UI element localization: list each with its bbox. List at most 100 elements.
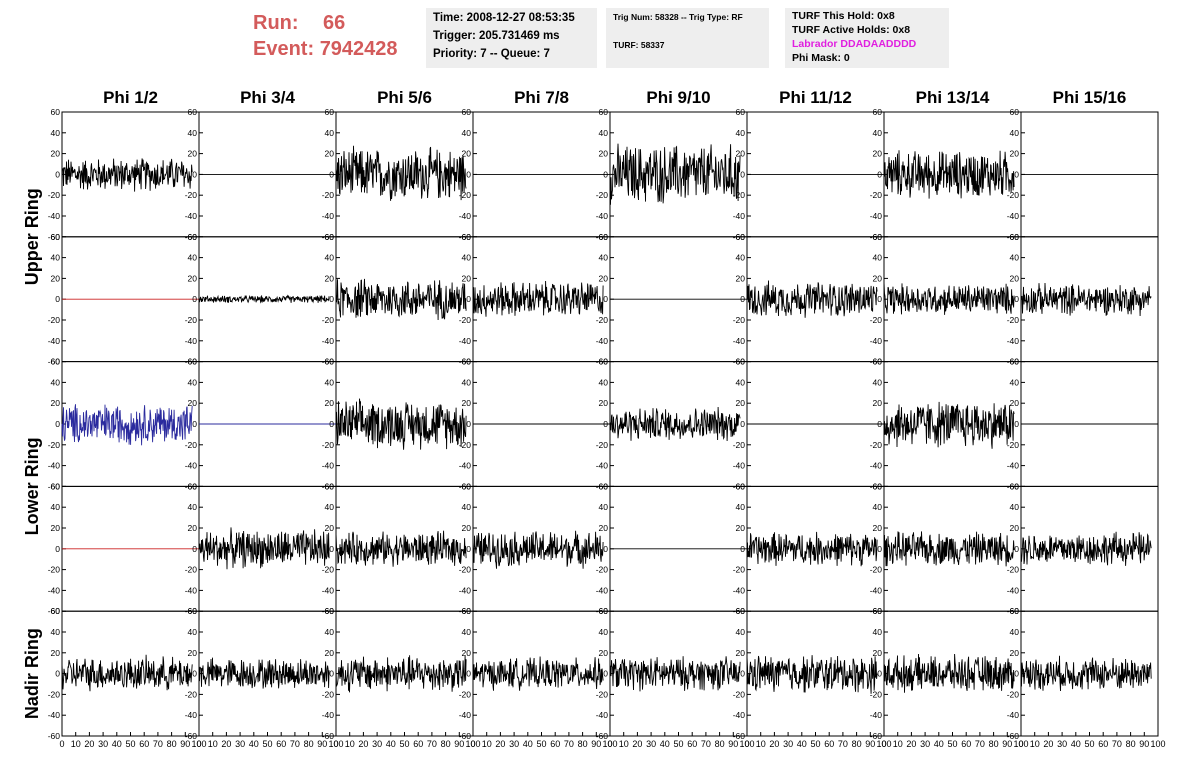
x-tick-label: 100 <box>739 739 754 749</box>
y-tick-label: 60 <box>325 357 335 367</box>
y-tick-label: -20 <box>733 190 746 200</box>
y-tick-label: -20 <box>459 689 472 699</box>
y-tick-label: -20 <box>185 190 198 200</box>
y-tick-label: 60 <box>188 107 198 117</box>
y-tick-label: 40 <box>51 128 61 138</box>
y-tick-label: -40 <box>48 710 61 720</box>
y-tick-label: 20 <box>599 648 609 658</box>
x-tick-label: 100 <box>1013 739 1028 749</box>
x-tick-label: 30 <box>98 739 108 749</box>
y-tick-label: -20 <box>322 190 335 200</box>
y-tick-label: -20 <box>870 440 883 450</box>
y-tick-label: 60 <box>325 232 335 242</box>
y-tick-label: -20 <box>322 315 335 325</box>
y-tick-label: 0 <box>877 544 882 554</box>
y-tick-label: -40 <box>733 336 746 346</box>
column-title: Phi 9/10 <box>646 88 710 107</box>
y-tick-label: -40 <box>48 585 61 595</box>
waveform-trace <box>61 654 193 692</box>
x-tick-label: 50 <box>947 739 957 749</box>
y-tick-label: 0 <box>877 294 882 304</box>
event-number: 7942428 <box>319 38 398 60</box>
y-tick-label: 20 <box>188 648 198 658</box>
x-tick-label: 50 <box>673 739 683 749</box>
y-tick-label: -20 <box>596 689 609 699</box>
y-tick-label: -60 <box>1007 731 1020 741</box>
waveform-trace <box>335 655 467 693</box>
y-tick-label: 60 <box>873 357 883 367</box>
y-tick-label: 0 <box>329 419 334 429</box>
y-tick-label: -20 <box>733 565 746 575</box>
y-tick-label: 40 <box>325 253 335 263</box>
waveform-trace <box>1020 655 1152 692</box>
x-tick-label: 80 <box>1126 739 1136 749</box>
x-tick-label: 100 <box>191 739 206 749</box>
x-tick-label: 50 <box>399 739 409 749</box>
x-tick-label: 20 <box>221 739 231 749</box>
x-tick-label: 10 <box>1030 739 1040 749</box>
y-tick-label: 60 <box>325 107 335 117</box>
y-tick-label: 0 <box>740 169 745 179</box>
y-tick-label: -40 <box>1007 461 1020 471</box>
y-tick-label: -40 <box>459 710 472 720</box>
y-tick-label: 40 <box>599 377 609 387</box>
waveform-panel <box>609 111 748 238</box>
x-tick-label: 60 <box>550 739 560 749</box>
y-tick-label: 60 <box>1010 107 1020 117</box>
y-tick-label: -40 <box>870 211 883 221</box>
x-tick-label: 20 <box>769 739 779 749</box>
y-tick-label: 0 <box>740 294 745 304</box>
y-tick-label: 40 <box>1010 627 1020 637</box>
y-tick-label: -40 <box>596 710 609 720</box>
waveform-trace <box>883 653 1015 693</box>
y-tick-label: 20 <box>325 648 335 658</box>
waveform-trace <box>1020 531 1152 566</box>
x-tick-label: 70 <box>1112 739 1122 749</box>
y-tick-label: 20 <box>599 273 609 283</box>
x-tick-label: 70 <box>153 739 163 749</box>
y-tick-label: -20 <box>185 565 198 575</box>
y-tick-label: 20 <box>873 149 883 159</box>
y-tick-label: 60 <box>1010 606 1020 616</box>
y-tick-label: 40 <box>188 253 198 263</box>
ring-label: Upper Ring <box>22 188 42 285</box>
y-tick-label: 60 <box>188 481 198 491</box>
y-tick-label: 0 <box>740 419 745 429</box>
waveform-trace <box>198 527 330 570</box>
ring-label: Nadir Ring <box>22 628 42 719</box>
y-tick-label: -40 <box>733 461 746 471</box>
y-tick-label: -40 <box>322 211 335 221</box>
x-tick-label: 70 <box>975 739 985 749</box>
waveform-trace <box>746 280 878 318</box>
y-tick-label: 20 <box>462 648 472 658</box>
y-tick-label: -40 <box>596 585 609 595</box>
y-tick-label: 60 <box>599 481 609 491</box>
y-tick-label: 0 <box>55 544 60 554</box>
x-tick-label: 20 <box>358 739 368 749</box>
y-tick-label: -20 <box>596 315 609 325</box>
y-tick-label: -20 <box>870 565 883 575</box>
y-tick-label: -40 <box>48 336 61 346</box>
y-tick-label: -20 <box>733 440 746 450</box>
x-tick-label: 40 <box>660 739 670 749</box>
x-tick-label: 20 <box>906 739 916 749</box>
y-tick-label: 0 <box>603 544 608 554</box>
y-tick-label: 40 <box>736 627 746 637</box>
run-label: Run: <box>253 12 299 34</box>
x-tick-label: 100 <box>465 739 480 749</box>
waveform-trace <box>609 143 741 205</box>
x-tick-label: 0 <box>470 739 475 749</box>
waveform-trace <box>335 278 467 321</box>
run-number: 66 <box>323 12 346 34</box>
x-tick-label: 60 <box>139 739 149 749</box>
y-tick-label: 0 <box>1014 669 1019 679</box>
y-tick-label: -60 <box>596 731 609 741</box>
waveform-trace <box>609 406 741 442</box>
y-tick-label: 0 <box>329 169 334 179</box>
x-tick-label: 30 <box>372 739 382 749</box>
x-tick-label: 0 <box>59 739 64 749</box>
y-tick-label: 0 <box>603 419 608 429</box>
y-tick-label: 20 <box>51 648 61 658</box>
y-tick-label: -60 <box>733 731 746 741</box>
y-tick-label: 40 <box>736 502 746 512</box>
